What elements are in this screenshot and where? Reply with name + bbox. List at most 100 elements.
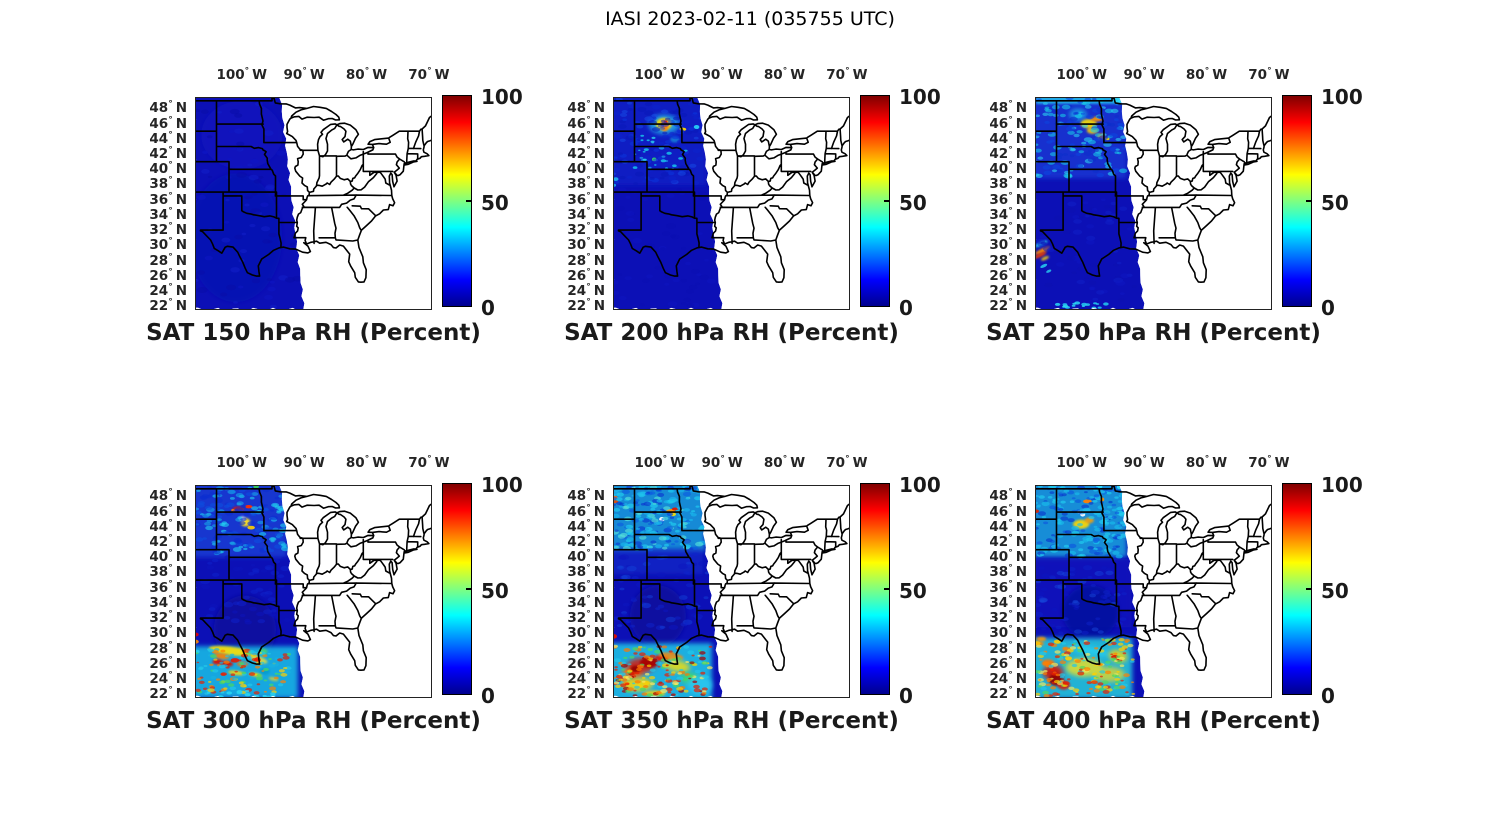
- lat-tick-label: 42° N: [567, 533, 605, 551]
- lat-tick-label: 26° N: [989, 655, 1027, 672]
- lat-tick-label: 40° N: [989, 160, 1027, 178]
- lat-tick-label: 36° N: [989, 191, 1027, 208]
- lon-tick-label: 100° W: [1056, 454, 1108, 471]
- panel-sat-250hpa-rh: 100° W 90° W 80° W 70° W 48° N 46° N 44° N 42° N 40° N 38°…: [986, 67, 1363, 377]
- lat-tick-label: 40° N: [989, 548, 1027, 566]
- lat-tick-label: 32° N: [149, 609, 187, 627]
- lat-tick-label: 34° N: [567, 206, 605, 223]
- lon-tick-label: 70° W: [826, 66, 868, 83]
- lat-tick-label: 44° N: [567, 518, 605, 535]
- lat-tick-label: 28° N: [567, 252, 605, 269]
- lat-tick-label: 32° N: [989, 609, 1027, 627]
- lat-tick-label: 48° N: [989, 487, 1027, 505]
- state-boundaries: [1035, 97, 1272, 283]
- lat-tick-label: 46° N: [149, 115, 187, 132]
- lat-tick-label: 28° N: [989, 252, 1027, 269]
- lon-tick-label: 80° W: [763, 66, 806, 83]
- lon-tick-label: 80° W: [345, 66, 388, 83]
- state-boundaries: [613, 97, 850, 283]
- lon-tick-label: 100° W: [1056, 66, 1108, 83]
- colorbar-label-100: 100: [1321, 85, 1363, 109]
- map-plot-350hpa: [613, 485, 850, 698]
- lon-tick-label: 70° W: [408, 66, 450, 83]
- lat-tick-label: 34° N: [567, 594, 605, 611]
- figure-title: IASI 2023-02-11 (035755 UTC): [605, 8, 895, 30]
- colorbar-label-100: 100: [899, 85, 941, 109]
- lat-tick-label: 44° N: [149, 518, 187, 535]
- lat-tick-label: 46° N: [567, 115, 605, 132]
- lat-tick-label: 36° N: [567, 191, 605, 208]
- colorbar-label-50: 50: [899, 191, 927, 215]
- lat-tick-label: 24° N: [149, 670, 187, 687]
- lat-tick-label: 34° N: [149, 594, 187, 611]
- map-plot-250hpa: [1035, 97, 1272, 310]
- colorbar-tick-50: [466, 588, 472, 590]
- lon-tick-label: 70° W: [408, 454, 450, 471]
- colorbar-label-0: 0: [1321, 684, 1335, 708]
- lat-tick-label: 44° N: [567, 130, 605, 147]
- lat-tick-label: 30° N: [989, 236, 1027, 254]
- panel-sat-150hpa-rh: 100° W 90° W 80° W 70° W 48° N 46° N 44° N 42° N 40° N 38°…: [146, 67, 523, 377]
- lat-tick-label: 22° N: [989, 297, 1027, 315]
- lon-tick-label: 100° W: [634, 66, 686, 83]
- lat-tick-label: 26° N: [149, 267, 187, 284]
- lat-tick-label: 42° N: [989, 145, 1027, 163]
- lat-tick-label: 32° N: [567, 221, 605, 239]
- lon-tick-label: 100° W: [216, 66, 268, 83]
- lon-tick-label: 80° W: [763, 454, 806, 471]
- lat-tick-label: 30° N: [567, 236, 605, 254]
- map-plot-400hpa: [1035, 485, 1272, 698]
- map-frame: [613, 97, 850, 310]
- colorbar-label-50: 50: [899, 579, 927, 603]
- lat-tick-label: 36° N: [989, 579, 1027, 596]
- lat-tick-label: 36° N: [149, 191, 187, 208]
- panel-sat-350hpa-rh: 100° W 90° W 80° W 70° W 48° N 46° N 44° N 42° N 40° N 38°…: [564, 455, 941, 765]
- panel-sat-400hpa-rh: 100° W 90° W 80° W 70° W 48° N 46° N 44° N 42° N 40° N 38°…: [986, 455, 1363, 765]
- lon-tick-label: 90° W: [701, 66, 743, 83]
- lat-tick-label: 22° N: [149, 685, 187, 703]
- lon-tick-label: 80° W: [1185, 454, 1228, 471]
- lat-tick-label: 34° N: [989, 206, 1027, 223]
- lat-tick-label: 42° N: [567, 145, 605, 163]
- lat-tick-label: 44° N: [149, 130, 187, 147]
- lat-tick-label: 24° N: [149, 282, 187, 299]
- panel-title-400hpa: SAT 400 hPa RH (Percent): [986, 708, 1321, 734]
- lon-tick-label: 90° W: [283, 66, 325, 83]
- colorbar-label-100: 100: [899, 473, 941, 497]
- panel-title-350hpa: SAT 350 hPa RH (Percent): [564, 708, 899, 734]
- map-frame: [195, 485, 432, 698]
- lat-tick-label: 46° N: [989, 503, 1027, 520]
- lat-tick-label: 48° N: [149, 99, 187, 117]
- lon-tick-label: 90° W: [1123, 66, 1165, 83]
- lon-tick-label: 70° W: [826, 454, 868, 471]
- colorbar-tick-50: [884, 200, 890, 202]
- lat-tick-label: 38° N: [567, 175, 605, 193]
- lat-tick-label: 32° N: [149, 221, 187, 239]
- lon-tick-label: 80° W: [1185, 66, 1228, 83]
- lat-tick-label: 28° N: [989, 640, 1027, 657]
- lat-tick-label: 30° N: [149, 624, 187, 642]
- lat-tick-label: 38° N: [989, 175, 1027, 193]
- map-plot-200hpa: [613, 97, 850, 310]
- lat-tick-label: 32° N: [567, 609, 605, 627]
- colorbar-label-100: 100: [481, 85, 523, 109]
- colorbar-tick-50: [884, 588, 890, 590]
- lat-tick-label: 46° N: [989, 115, 1027, 132]
- colorbar-tick-50: [1306, 200, 1312, 202]
- lat-tick-label: 22° N: [989, 685, 1027, 703]
- lat-tick-label: 48° N: [149, 487, 187, 505]
- rh-swath: [195, 485, 305, 698]
- colorbar-label-0: 0: [899, 296, 913, 320]
- lat-tick-label: 42° N: [989, 533, 1027, 551]
- colorbar-label-50: 50: [481, 579, 509, 603]
- colorbar-label-0: 0: [481, 296, 495, 320]
- state-boundaries: [1035, 485, 1272, 671]
- lon-tick-label: 70° W: [1248, 66, 1290, 83]
- rh-swath: [613, 97, 723, 310]
- map-frame: [613, 485, 850, 698]
- lat-tick-label: 22° N: [567, 297, 605, 315]
- lat-tick-label: 30° N: [567, 624, 605, 642]
- panel-sat-200hpa-rh: 100° W 90° W 80° W 70° W 48° N 46° N 44° N 42° N 40° N 38°…: [564, 67, 941, 377]
- lon-tick-label: 80° W: [345, 454, 388, 471]
